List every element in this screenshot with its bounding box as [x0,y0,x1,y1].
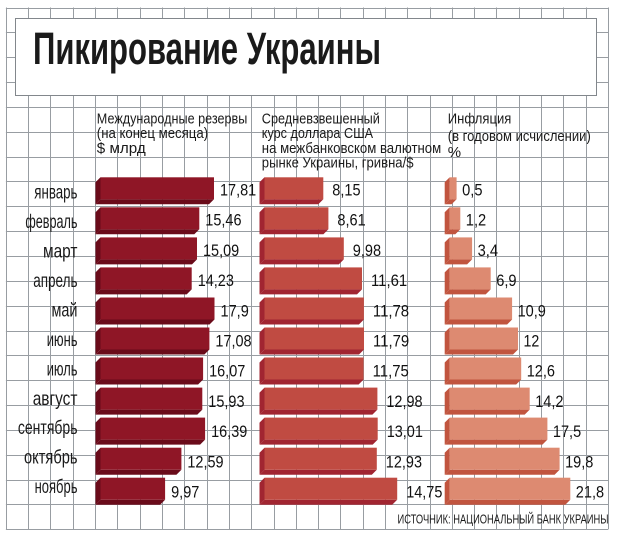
svg-text:Пикирование Украины: Пикирование Украины [33,23,381,74]
svg-text:11,61: 11,61 [371,271,407,290]
svg-text:июнь: июнь [47,329,78,351]
svg-text:14,23: 14,23 [198,271,234,290]
svg-text:ИСТОЧНИК: НАЦИОНАЛЬНЫЙ БАНК УК: ИСТОЧНИК: НАЦИОНАЛЬНЫЙ БАНК УКРАИНЫ [398,511,609,526]
svg-text:17,08: 17,08 [215,332,251,351]
svg-text:8,15: 8,15 [332,180,360,199]
svg-text:(в годовом исчислении): (в годовом исчислении) [448,128,591,145]
svg-text:март: март [43,241,78,263]
svg-text:14,2: 14,2 [535,392,563,411]
svg-text:Инфляция: Инфляция [448,111,512,128]
svg-text:17,9: 17,9 [221,301,249,320]
svg-text:9,98: 9,98 [353,241,381,260]
svg-text:(на конец месяца): (на конец месяца) [97,125,208,142]
svg-text:август: август [33,388,78,410]
svg-text:16,39: 16,39 [211,422,247,441]
svg-text:курс доллара США: курс доллара США [262,125,373,142]
svg-text:октябрь: октябрь [24,447,78,469]
svg-text:11,79: 11,79 [373,332,409,351]
svg-text:1,2: 1,2 [466,211,486,230]
svg-text:11,75: 11,75 [373,362,409,381]
svg-text:июль: июль [47,358,78,380]
svg-text:апрель: апрель [33,270,77,292]
svg-text:15,93: 15,93 [208,392,244,411]
svg-text:май: май [52,299,78,321]
svg-text:17,81: 17,81 [220,180,256,199]
svg-text:6,9: 6,9 [496,271,516,290]
svg-text:%: % [448,144,461,161]
svg-text:3,4: 3,4 [478,241,498,260]
svg-text:19,8: 19,8 [565,452,593,471]
svg-text:12,59: 12,59 [187,452,223,471]
svg-text:на межбанковском валютном: на межбанковском валютном [262,140,441,157]
svg-text:Международные резервы: Международные резервы [97,111,248,128]
svg-text:ноябрь: ноябрь [35,476,78,498]
svg-text:17,5: 17,5 [553,422,581,441]
svg-text:сентябрь: сентябрь [18,417,78,439]
svg-text:12,93: 12,93 [386,452,422,471]
svg-text:февраль: февраль [25,211,77,233]
svg-text:$ млрд: $ млрд [97,140,146,157]
svg-text:рынке Украины, гривна/$: рынке Украины, гривна/$ [262,154,414,171]
svg-text:15,09: 15,09 [203,241,239,260]
svg-text:14,75: 14,75 [406,483,442,502]
svg-text:Средневзвешенный: Средневзвешенный [262,111,380,128]
svg-text:10,9: 10,9 [518,301,546,320]
svg-text:8,61: 8,61 [337,211,365,230]
svg-text:12,6: 12,6 [527,362,555,381]
svg-text:21,8: 21,8 [576,483,604,502]
svg-text:12,98: 12,98 [386,392,422,411]
svg-text:9,97: 9,97 [171,483,199,502]
svg-text:январь: январь [34,182,77,204]
svg-text:0,5: 0,5 [462,180,482,199]
svg-text:13,01: 13,01 [387,422,423,441]
svg-text:15,46: 15,46 [205,211,241,230]
svg-text:11,78: 11,78 [373,301,409,320]
svg-text:12: 12 [524,332,540,351]
svg-text:16,07: 16,07 [209,362,245,381]
